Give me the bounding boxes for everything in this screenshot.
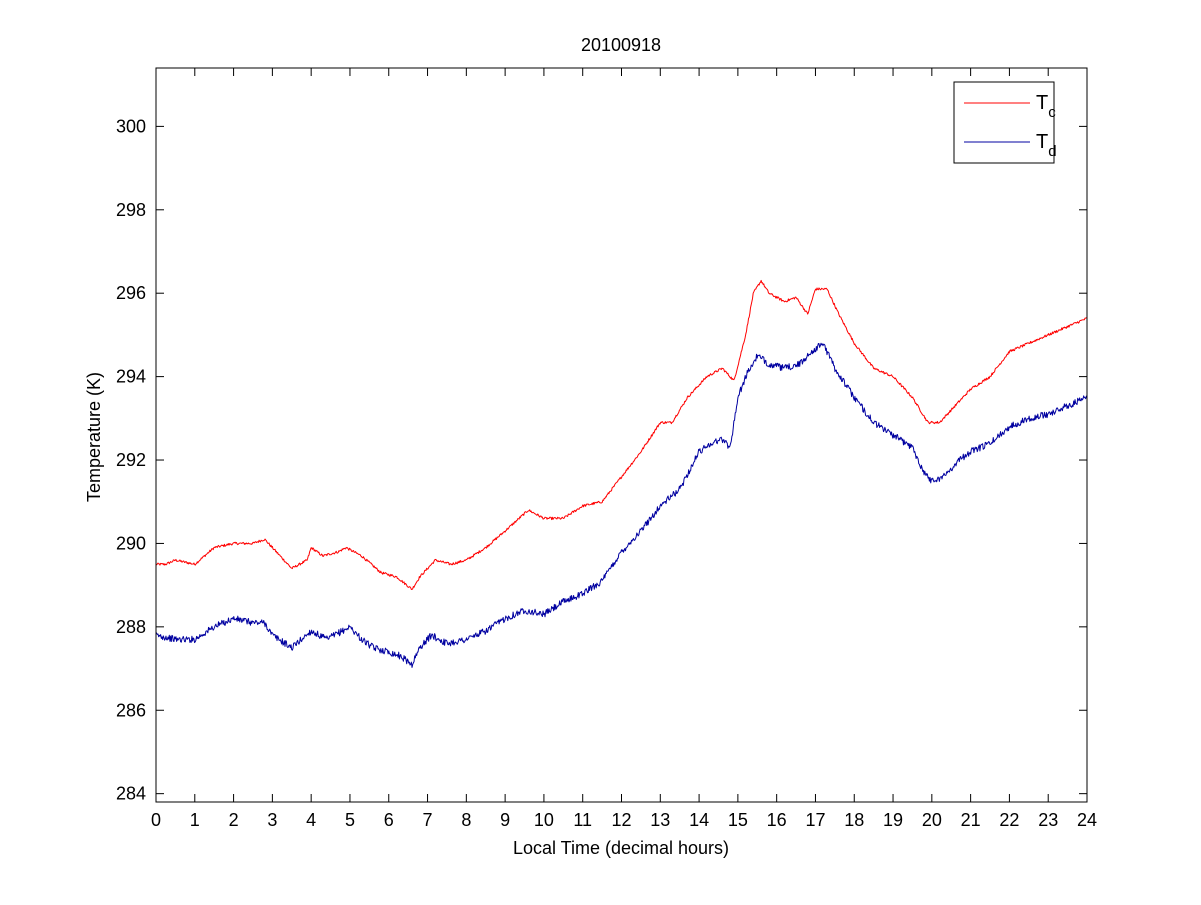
- x-tick-label: 1: [190, 810, 200, 830]
- legend-label: Td: [1036, 131, 1057, 160]
- x-tick-label: 22: [999, 810, 1019, 830]
- x-tick-label: 23: [1038, 810, 1058, 830]
- y-axis-label: Temperature (K): [84, 372, 104, 502]
- x-tick-label: 24: [1077, 810, 1097, 830]
- legend: Tc Td: [953, 81, 1057, 164]
- x-tick-label: 4: [306, 810, 316, 830]
- x-tick-label: 11: [573, 810, 592, 830]
- y-tick-label: 292: [116, 450, 146, 470]
- x-tick-label: 13: [650, 810, 670, 830]
- x-tick-label: 18: [844, 810, 864, 830]
- chart-title: 20100918: [581, 35, 661, 55]
- y-tick-label: 286: [116, 700, 146, 720]
- series-layer: [155, 279, 1088, 668]
- x-tick-label: 20: [922, 810, 942, 830]
- y-tick-label: 296: [116, 283, 146, 303]
- y-tick-label: 300: [116, 116, 146, 136]
- x-tick-label: 5: [345, 810, 355, 830]
- x-tick-label: 7: [423, 810, 433, 830]
- x-tick-label: 19: [883, 810, 903, 830]
- y-tick-label: 290: [116, 533, 146, 553]
- x-tick-label: 17: [805, 810, 825, 830]
- x-tick-label: 3: [267, 810, 277, 830]
- x-axis-label: Local Time (decimal hours): [513, 838, 729, 858]
- x-tick-label: 21: [961, 810, 981, 830]
- x-tick-label: 9: [500, 810, 510, 830]
- x-tick-label: 2: [229, 810, 239, 830]
- plot-area: [156, 68, 1087, 802]
- y-tick-label: 294: [116, 367, 146, 387]
- x-tick-label: 10: [534, 810, 554, 830]
- axes-layer: 0 1 2 3 4 5 6 7 8 9 10 11 12 13 14 15 16 17 18 19 20 21 22 23 24…: [116, 67, 1097, 830]
- y-tick-label: 288: [116, 617, 146, 637]
- y-tick-label: 298: [116, 200, 146, 220]
- plot-background: [156, 68, 1087, 802]
- x-tick-label: 16: [767, 810, 787, 830]
- x-tick-label: 8: [461, 810, 471, 830]
- series-line-T-c: [155, 279, 1088, 590]
- x-tick-label: 15: [728, 810, 748, 830]
- y-tick-label: 284: [116, 784, 146, 804]
- series-line-T-d: [155, 342, 1088, 668]
- x-tick-label: 14: [689, 810, 709, 830]
- legend-box: [953, 81, 1055, 164]
- x-tick-label: 0: [151, 810, 161, 830]
- x-tick-label: 6: [384, 810, 394, 830]
- x-tick-label: 12: [611, 810, 631, 830]
- legend-label: Tc: [1036, 92, 1056, 121]
